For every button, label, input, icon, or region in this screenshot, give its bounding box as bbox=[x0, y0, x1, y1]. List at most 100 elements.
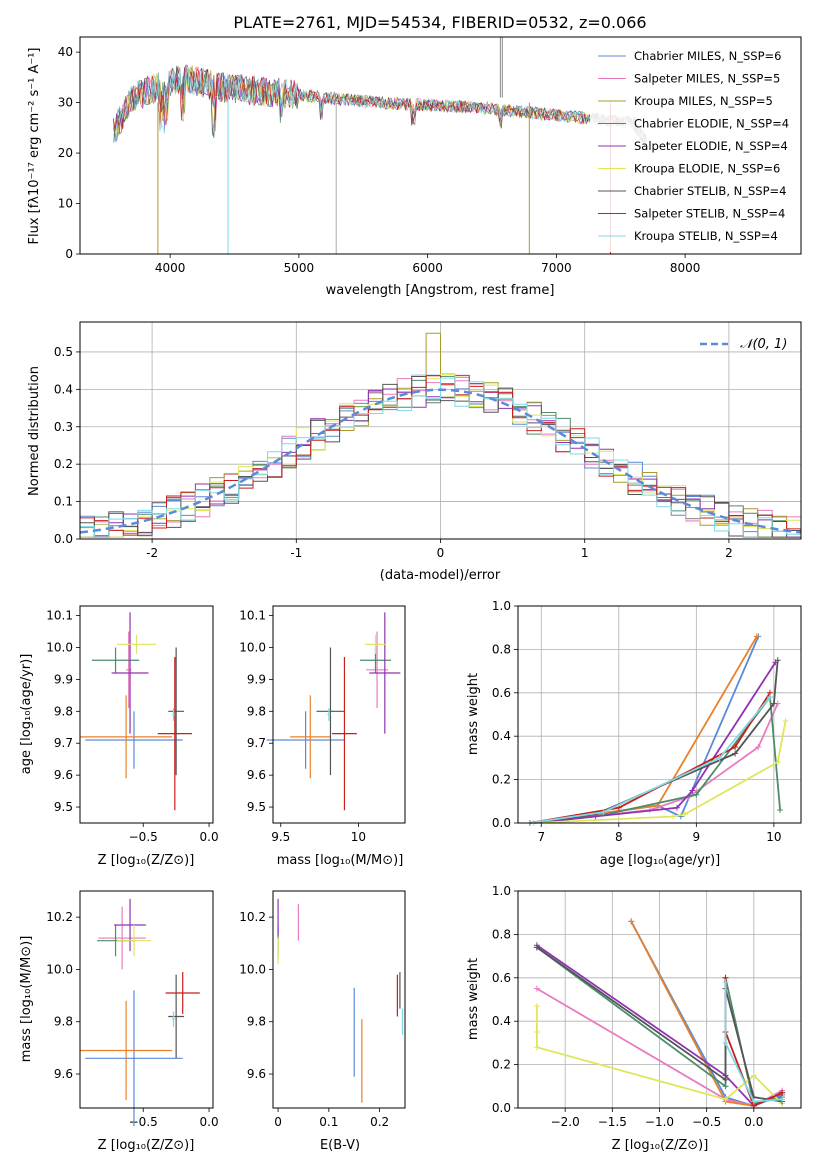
age-vs-mass-xtick-label: 9.5 bbox=[271, 830, 290, 844]
age-vs-mass-ytick-label: 9.7 bbox=[247, 736, 266, 750]
spectrum-legend-entry: Kroupa ELODIE, N_SSP=6 bbox=[634, 162, 780, 176]
weight-vs-Z-point-marker bbox=[533, 1003, 540, 1010]
spectrum-ytick-label: 40 bbox=[58, 45, 73, 59]
mass-vs-EBV-frame bbox=[272, 890, 406, 1109]
mass-vs-EBV-ytick-label: 9.8 bbox=[247, 1015, 266, 1029]
weight-vs-age-ytick-label: 0.6 bbox=[492, 686, 511, 700]
weight-vs-age-point-marker bbox=[766, 694, 773, 701]
weight-vs-age-point-marker bbox=[753, 633, 760, 640]
weight-vs-Z-point-marker bbox=[533, 1044, 540, 1051]
weight-vs-age-point-marker bbox=[670, 813, 677, 820]
weight-vs-Z-xtick-label: −1.0 bbox=[645, 1115, 674, 1129]
spectrum-legend-entry: Chabrier STELIB, N_SSP=4 bbox=[634, 184, 786, 198]
spectrum-legend-entry: Chabrier ELODIE, N_SSP=4 bbox=[634, 117, 789, 131]
age-vs-Z-plot-layer: −0.5 0.0 9.5 9.6 9.7 9.8 9.9 10.0 10.1 bbox=[46, 609, 218, 844]
mass-vs-Z-xlabel: Z [log₁₀(Z/Z⊙)] bbox=[98, 1138, 195, 1153]
weight-vs-age-point-marker bbox=[777, 806, 784, 813]
age-vs-Z-ytick-label: 9.6 bbox=[54, 768, 73, 782]
mass-vs-EBV-ytick-label: 10.0 bbox=[239, 962, 266, 976]
weight-vs-age-point-marker bbox=[774, 759, 781, 766]
weight-vs-Z-point-marker bbox=[722, 979, 729, 986]
age-vs-Z-ytick-label: 9.9 bbox=[54, 672, 73, 686]
spectrum-legend-box bbox=[590, 42, 796, 252]
mass-vs-EBV-plot-layer: 0 0.1 0.2 9.6 9.8 10.0 10.2 bbox=[239, 898, 404, 1129]
weight-vs-Z-xtick-label: −1.5 bbox=[598, 1115, 627, 1129]
age-vs-mass-ytick-label: 10.1 bbox=[239, 609, 266, 623]
weight-vs-Z-point-marker bbox=[779, 1096, 786, 1103]
weight-vs-Z-point-marker bbox=[628, 918, 635, 925]
weight-vs-Z-point-marker bbox=[722, 1096, 729, 1103]
weight-vs-age-panel: 7 8 9 10 0.0 0.2 0.4 0.6 0.8 1.0 age [log₁₀(age/y… bbox=[466, 599, 802, 868]
residuals-ytick-label: 0.4 bbox=[54, 382, 73, 396]
weight-vs-age-point-marker bbox=[673, 804, 680, 811]
weight-vs-age-ytick-label: 0.8 bbox=[492, 642, 511, 656]
weight-vs-age-ytick-label: 0.2 bbox=[492, 773, 511, 787]
weight-vs-age-point-marker bbox=[774, 657, 781, 664]
weight-vs-age-frame bbox=[517, 605, 802, 824]
weight-vs-Z-point-marker bbox=[722, 1083, 729, 1090]
mass-vs-Z-frame bbox=[79, 890, 214, 1109]
mass-vs-Z-plot-layer: −0.5 0.0 9.6 9.8 10.0 10.2 bbox=[46, 898, 219, 1129]
spectrum-xtick-label: 7000 bbox=[541, 261, 572, 275]
spectrum-ytick-label: 20 bbox=[58, 146, 73, 160]
spectrum-legend-entry: Salpeter STELIB, N_SSP=4 bbox=[634, 207, 785, 221]
weight-vs-age-ytick-label: 1.0 bbox=[492, 599, 511, 613]
age-vs-Z-ytick-label: 9.5 bbox=[54, 800, 73, 814]
spectrum-legend-entry: Kroupa MILES, N_SSP=5 bbox=[634, 94, 773, 108]
mass-vs-EBV-ytick-label: 9.6 bbox=[247, 1067, 266, 1081]
mass-vs-Z-xtick-label: −0.5 bbox=[129, 1115, 158, 1129]
mass-vs-Z-ytick-label: 10.2 bbox=[46, 910, 73, 924]
age-vs-Z-xtick-label: 0.0 bbox=[200, 830, 219, 844]
spectrum-legend-entry: Kroupa STELIB, N_SSP=4 bbox=[634, 229, 778, 243]
age-vs-Z-ytick-label: 10.1 bbox=[46, 609, 73, 623]
mass-vs-EBV-panel: 0 0.1 0.2 9.6 9.8 10.0 10.2 E(B-V) bbox=[239, 890, 406, 1153]
spectrum-ylabel: Flux [fλ10⁻¹⁷ erg cm⁻² s⁻¹ A⁻¹] bbox=[27, 48, 42, 245]
spectrum-xlabel: wavelength [Angstrom, rest frame] bbox=[326, 283, 555, 298]
weight-vs-age-xtick-label: 8 bbox=[615, 830, 623, 844]
spectrum-frame bbox=[79, 36, 802, 255]
age-vs-Z-xlabel: Z [log₁₀(Z/Z⊙)] bbox=[98, 853, 195, 868]
residuals-xtick-label: -1 bbox=[290, 546, 302, 560]
spectrum-xtick-label: 8000 bbox=[670, 261, 701, 275]
weight-vs-Z-point-marker bbox=[779, 1089, 786, 1096]
mass-vs-EBV-xtick-label: 0.2 bbox=[370, 1115, 389, 1129]
age-vs-mass-xtick-label: 10 bbox=[351, 830, 366, 844]
weight-vs-age-plot-layer: 7 8 9 10 0.0 0.2 0.4 0.6 0.8 1.0 bbox=[492, 599, 801, 844]
weight-vs-Z-ytick-label: 0.6 bbox=[492, 971, 511, 985]
weight-vs-age-series-line bbox=[529, 696, 771, 824]
weight-vs-Z-ytick-label: 0.0 bbox=[492, 1101, 511, 1115]
weight-vs-age-series-line bbox=[529, 660, 779, 824]
weight-vs-age-point-marker bbox=[689, 787, 696, 794]
weight-vs-Z-series-line bbox=[536, 1006, 783, 1105]
age-vs-mass-plot-layer: 9.5 10 9.5 9.6 9.7 9.8 9.9 10.0 10.1 bbox=[239, 609, 401, 844]
spectrum-ytick-label: 0 bbox=[65, 247, 73, 261]
age-vs-mass-ytick-label: 9.8 bbox=[247, 704, 266, 718]
mass-vs-Z-ytick-label: 10.0 bbox=[46, 962, 73, 976]
spectrum-xtick-label: 6000 bbox=[412, 261, 443, 275]
weight-vs-age-ytick-label: 0.4 bbox=[492, 729, 511, 743]
residuals-ytick-label: 0.5 bbox=[54, 345, 73, 359]
residuals-ytick-label: 0.2 bbox=[54, 457, 73, 471]
weight-vs-age-point-marker bbox=[732, 750, 739, 757]
weight-vs-Z-xlabel: Z [log₁₀(Z/Z⊙)] bbox=[612, 1138, 709, 1153]
weight-vs-age-point-marker bbox=[770, 700, 777, 707]
weight-vs-Z-xtick-label: −2.0 bbox=[551, 1115, 580, 1129]
weight-vs-Z-ytick-label: 0.2 bbox=[492, 1058, 511, 1072]
weight-vs-age-xtick-label: 10 bbox=[766, 830, 781, 844]
spectrum-legend-entry: Chabrier MILES, N_SSP=6 bbox=[634, 49, 781, 63]
residuals-legend-label: 𝒩(0, 1) bbox=[740, 337, 787, 352]
residuals-normal-curve bbox=[79, 388, 802, 534]
age-vs-mass-ytick-label: 9.6 bbox=[247, 768, 266, 782]
weight-vs-Z-plot-layer: −2.0 −1.5 −1.0 −0.5 0.0 0.0 0.2 0.4 0.6 0.8 1.0 bbox=[492, 884, 801, 1129]
age-vs-mass-ytick-label: 9.9 bbox=[247, 672, 266, 686]
mass-vs-EBV-xtick-label: 0.1 bbox=[319, 1115, 338, 1129]
residuals-panel: -2 -1 0 1 2 0.0 0.1 0.2 0.3 0.4 0.5 (data-model)/e… bbox=[27, 321, 802, 583]
mass-vs-Z-ytick-label: 9.8 bbox=[54, 1015, 73, 1029]
weight-vs-Z-ytick-label: 0.4 bbox=[492, 1014, 511, 1028]
weight-vs-Z-point-marker bbox=[533, 985, 540, 992]
age-vs-Z-ylabel: age [log₁₀(age/yr)] bbox=[19, 654, 34, 775]
weight-vs-Z-point-marker bbox=[722, 1039, 729, 1046]
weight-vs-age-series-line bbox=[533, 694, 781, 824]
weight-vs-age-point-marker bbox=[716, 754, 723, 761]
